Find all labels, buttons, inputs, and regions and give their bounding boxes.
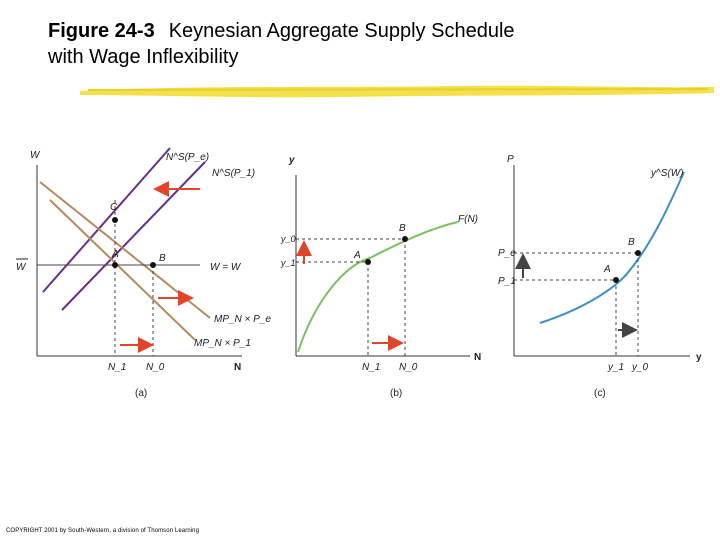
point-b-dot bbox=[150, 262, 156, 268]
ns-pe-curve bbox=[42, 147, 171, 293]
point-b-label-c: B bbox=[628, 237, 635, 248]
panel-c-caption: (c) bbox=[594, 388, 606, 399]
title-highlight-stroke bbox=[80, 85, 714, 98]
p1-label: P_1 bbox=[498, 276, 516, 287]
point-a-label-b: A bbox=[353, 250, 361, 261]
pe-label: P_e bbox=[498, 248, 516, 259]
w-bar-label: W bbox=[16, 262, 27, 273]
point-c-label: C bbox=[110, 202, 118, 213]
mpn-pe-label: MP_N × P_e bbox=[214, 314, 271, 325]
point-b-dot-c bbox=[635, 250, 641, 256]
ns-pe-label: N^S(P_e) bbox=[166, 152, 209, 163]
fn-label: F(N) bbox=[458, 214, 478, 225]
n1-label-b: N_1 bbox=[362, 362, 380, 373]
y1-label-c: y_1 bbox=[607, 362, 624, 373]
panel-c-y-label: P bbox=[507, 154, 514, 165]
panel-c-x-label: y bbox=[696, 352, 702, 363]
point-a-dot-c bbox=[613, 277, 619, 283]
title-line-2: with Wage Inflexibility bbox=[48, 46, 239, 68]
mpn-p1-label: MP_N × P_1 bbox=[194, 338, 251, 349]
panel-b-y-label: y bbox=[288, 155, 295, 166]
figure-number: Figure 24-3 bbox=[48, 20, 155, 42]
panel-b-x-label: N bbox=[474, 352, 481, 363]
point-b-label: B bbox=[159, 253, 166, 264]
copyright-notice: COPYRIGHT 2001 by South-Western, a divis… bbox=[6, 528, 200, 534]
point-a-dot bbox=[112, 262, 118, 268]
y0-label-b: y_0 bbox=[280, 234, 296, 244]
ys-label: y^S(W) bbox=[650, 168, 683, 179]
ys-curve bbox=[539, 171, 685, 324]
ns-p1-curve bbox=[61, 161, 206, 311]
panel-c: P y y^S(W) P_e P_1 B A y_1 y_0 (c) bbox=[498, 154, 702, 399]
n1-label-a: N_1 bbox=[108, 362, 126, 373]
n0-label-a: N_0 bbox=[146, 362, 165, 373]
panel-a: W N N^S(P_e) N^S(P_1) C A B W = W W MP_N… bbox=[16, 147, 271, 399]
panel-a-caption: (a) bbox=[135, 388, 147, 399]
y1-label-b: y_1 bbox=[280, 258, 296, 268]
y0-label-c: y_0 bbox=[631, 362, 649, 373]
production-function-curve bbox=[297, 221, 459, 353]
panel-b: y N F(N) y_0 y_1 B A N_1 N_0 (b) bbox=[280, 155, 481, 399]
point-a-dot-b bbox=[365, 259, 371, 265]
point-a-label: A bbox=[111, 249, 119, 260]
point-b-label-b: B bbox=[399, 223, 406, 234]
n0-label-b: N_0 bbox=[399, 362, 418, 373]
title-line-1: Keynesian Aggregate Supply Schedule bbox=[168, 20, 515, 42]
mpn-p1-curve bbox=[49, 199, 196, 341]
panel-b-caption: (b) bbox=[390, 388, 402, 399]
figure-title: Figure 24-3 Keynesian Aggregate Supply Sc… bbox=[48, 18, 515, 70]
panel-a-x-label: N bbox=[234, 362, 241, 373]
point-b-dot-b bbox=[402, 236, 408, 242]
panel-a-y-label: W bbox=[30, 150, 41, 161]
point-c-dot bbox=[112, 217, 118, 223]
point-a-label-c: A bbox=[603, 264, 611, 275]
ns-p1-label: N^S(P_1) bbox=[212, 168, 255, 179]
wage-line-label: W = W bbox=[210, 262, 242, 273]
